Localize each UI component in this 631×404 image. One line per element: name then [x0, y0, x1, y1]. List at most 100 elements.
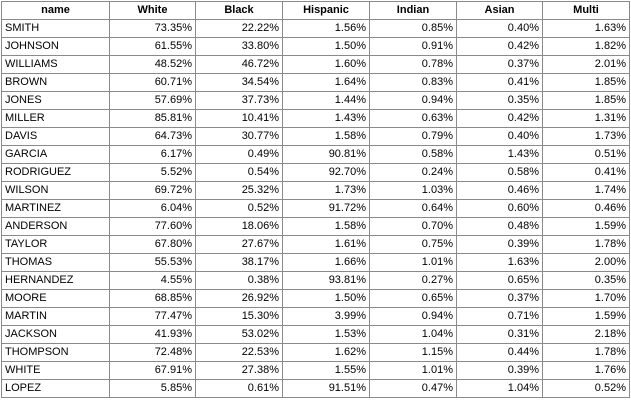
header-cell-multi[interactable]: Multi [542, 1, 630, 20]
cell-asian[interactable]: 0.40% [456, 19, 543, 38]
cell-indian[interactable]: 0.91% [369, 37, 457, 56]
cell-black[interactable]: 33.80% [195, 37, 283, 56]
cell-name[interactable]: RODRIGUEZ [1, 163, 110, 182]
cell-name[interactable]: TAYLOR [1, 235, 110, 254]
cell-black[interactable]: 53.02% [195, 325, 283, 344]
cell-hispanic[interactable]: 1.50% [282, 37, 370, 56]
cell-name[interactable]: JOHNSON [1, 37, 110, 56]
cell-indian[interactable]: 0.83% [369, 73, 457, 92]
cell-black[interactable]: 25.32% [195, 181, 283, 200]
cell-asian[interactable]: 0.46% [456, 181, 543, 200]
cell-multi[interactable]: 1.78% [542, 343, 630, 362]
cell-black[interactable]: 37.73% [195, 91, 283, 110]
cell-white[interactable]: 55.53% [109, 253, 196, 272]
cell-white[interactable]: 85.81% [109, 109, 196, 128]
cell-asian[interactable]: 0.60% [456, 199, 543, 218]
cell-name[interactable]: MARTINEZ [1, 199, 110, 218]
cell-multi[interactable]: 1.59% [542, 307, 630, 326]
cell-white[interactable]: 4.55% [109, 271, 196, 290]
cell-name[interactable]: MARTIN [1, 307, 110, 326]
cell-multi[interactable]: 0.52% [542, 379, 630, 398]
cell-hispanic[interactable]: 1.60% [282, 55, 370, 74]
cell-asian[interactable]: 0.48% [456, 217, 543, 236]
cell-name[interactable]: HERNANDEZ [1, 271, 110, 290]
cell-white[interactable]: 57.69% [109, 91, 196, 110]
cell-asian[interactable]: 0.37% [456, 289, 543, 308]
cell-black[interactable]: 22.22% [195, 19, 283, 38]
cell-black[interactable]: 34.54% [195, 73, 283, 92]
cell-black[interactable]: 38.17% [195, 253, 283, 272]
cell-name[interactable]: MOORE [1, 289, 110, 308]
cell-hispanic[interactable]: 93.81% [282, 271, 370, 290]
cell-white[interactable]: 73.35% [109, 19, 196, 38]
cell-hispanic[interactable]: 92.70% [282, 163, 370, 182]
cell-name[interactable]: ANDERSON [1, 217, 110, 236]
cell-indian[interactable]: 1.03% [369, 181, 457, 200]
cell-name[interactable]: GARCIA [1, 145, 110, 164]
cell-black[interactable]: 22.53% [195, 343, 283, 362]
cell-name[interactable]: DAVIS [1, 127, 110, 146]
cell-name[interactable]: WILSON [1, 181, 110, 200]
cell-white[interactable]: 67.80% [109, 235, 196, 254]
cell-black[interactable]: 15.30% [195, 307, 283, 326]
cell-name[interactable]: SMITH [1, 19, 110, 38]
cell-white[interactable]: 77.60% [109, 217, 196, 236]
cell-asian[interactable]: 0.39% [456, 361, 543, 380]
cell-asian[interactable]: 1.43% [456, 145, 543, 164]
cell-indian[interactable]: 0.78% [369, 55, 457, 74]
cell-hispanic[interactable]: 91.72% [282, 199, 370, 218]
cell-multi[interactable]: 1.85% [542, 73, 630, 92]
cell-multi[interactable]: 1.76% [542, 361, 630, 380]
header-cell-black[interactable]: Black [195, 1, 283, 20]
cell-hispanic[interactable]: 1.58% [282, 127, 370, 146]
cell-black[interactable]: 27.67% [195, 235, 283, 254]
cell-indian[interactable]: 0.65% [369, 289, 457, 308]
cell-hispanic[interactable]: 1.43% [282, 109, 370, 128]
cell-hispanic[interactable]: 1.55% [282, 361, 370, 380]
cell-hispanic[interactable]: 91.51% [282, 379, 370, 398]
cell-name[interactable]: MILLER [1, 109, 110, 128]
header-cell-hispanic[interactable]: Hispanic [282, 1, 370, 20]
cell-hispanic[interactable]: 1.62% [282, 343, 370, 362]
cell-indian[interactable]: 0.63% [369, 109, 457, 128]
cell-name[interactable]: JONES [1, 91, 110, 110]
cell-asian[interactable]: 0.71% [456, 307, 543, 326]
cell-name[interactable]: WILLIAMS [1, 55, 110, 74]
cell-white[interactable]: 77.47% [109, 307, 196, 326]
cell-indian[interactable]: 0.24% [369, 163, 457, 182]
cell-multi[interactable]: 2.18% [542, 325, 630, 344]
cell-white[interactable]: 68.85% [109, 289, 196, 308]
cell-asian[interactable]: 1.63% [456, 253, 543, 272]
cell-black[interactable]: 10.41% [195, 109, 283, 128]
cell-indian[interactable]: 0.79% [369, 127, 457, 146]
cell-hispanic[interactable]: 1.73% [282, 181, 370, 200]
cell-white[interactable]: 5.85% [109, 379, 196, 398]
cell-black[interactable]: 27.38% [195, 361, 283, 380]
cell-hispanic[interactable]: 1.66% [282, 253, 370, 272]
cell-indian[interactable]: 0.94% [369, 307, 457, 326]
cell-white[interactable]: 48.52% [109, 55, 196, 74]
cell-black[interactable]: 46.72% [195, 55, 283, 74]
cell-black[interactable]: 26.92% [195, 289, 283, 308]
cell-black[interactable]: 0.61% [195, 379, 283, 398]
header-cell-name[interactable]: name [1, 1, 110, 20]
cell-multi[interactable]: 1.78% [542, 235, 630, 254]
cell-asian[interactable]: 0.31% [456, 325, 543, 344]
header-cell-white[interactable]: White [109, 1, 196, 20]
cell-multi[interactable]: 0.35% [542, 271, 630, 290]
cell-white[interactable]: 69.72% [109, 181, 196, 200]
cell-multi[interactable]: 0.46% [542, 199, 630, 218]
cell-multi[interactable]: 1.82% [542, 37, 630, 56]
cell-black[interactable]: 0.52% [195, 199, 283, 218]
cell-white[interactable]: 72.48% [109, 343, 196, 362]
cell-black[interactable]: 0.49% [195, 145, 283, 164]
cell-indian[interactable]: 0.75% [369, 235, 457, 254]
cell-multi[interactable]: 1.31% [542, 109, 630, 128]
cell-indian[interactable]: 1.04% [369, 325, 457, 344]
cell-asian[interactable]: 0.40% [456, 127, 543, 146]
cell-name[interactable]: BROWN [1, 73, 110, 92]
cell-asian[interactable]: 0.39% [456, 235, 543, 254]
cell-name[interactable]: WHITE [1, 361, 110, 380]
cell-multi[interactable]: 1.85% [542, 91, 630, 110]
cell-hispanic[interactable]: 1.53% [282, 325, 370, 344]
